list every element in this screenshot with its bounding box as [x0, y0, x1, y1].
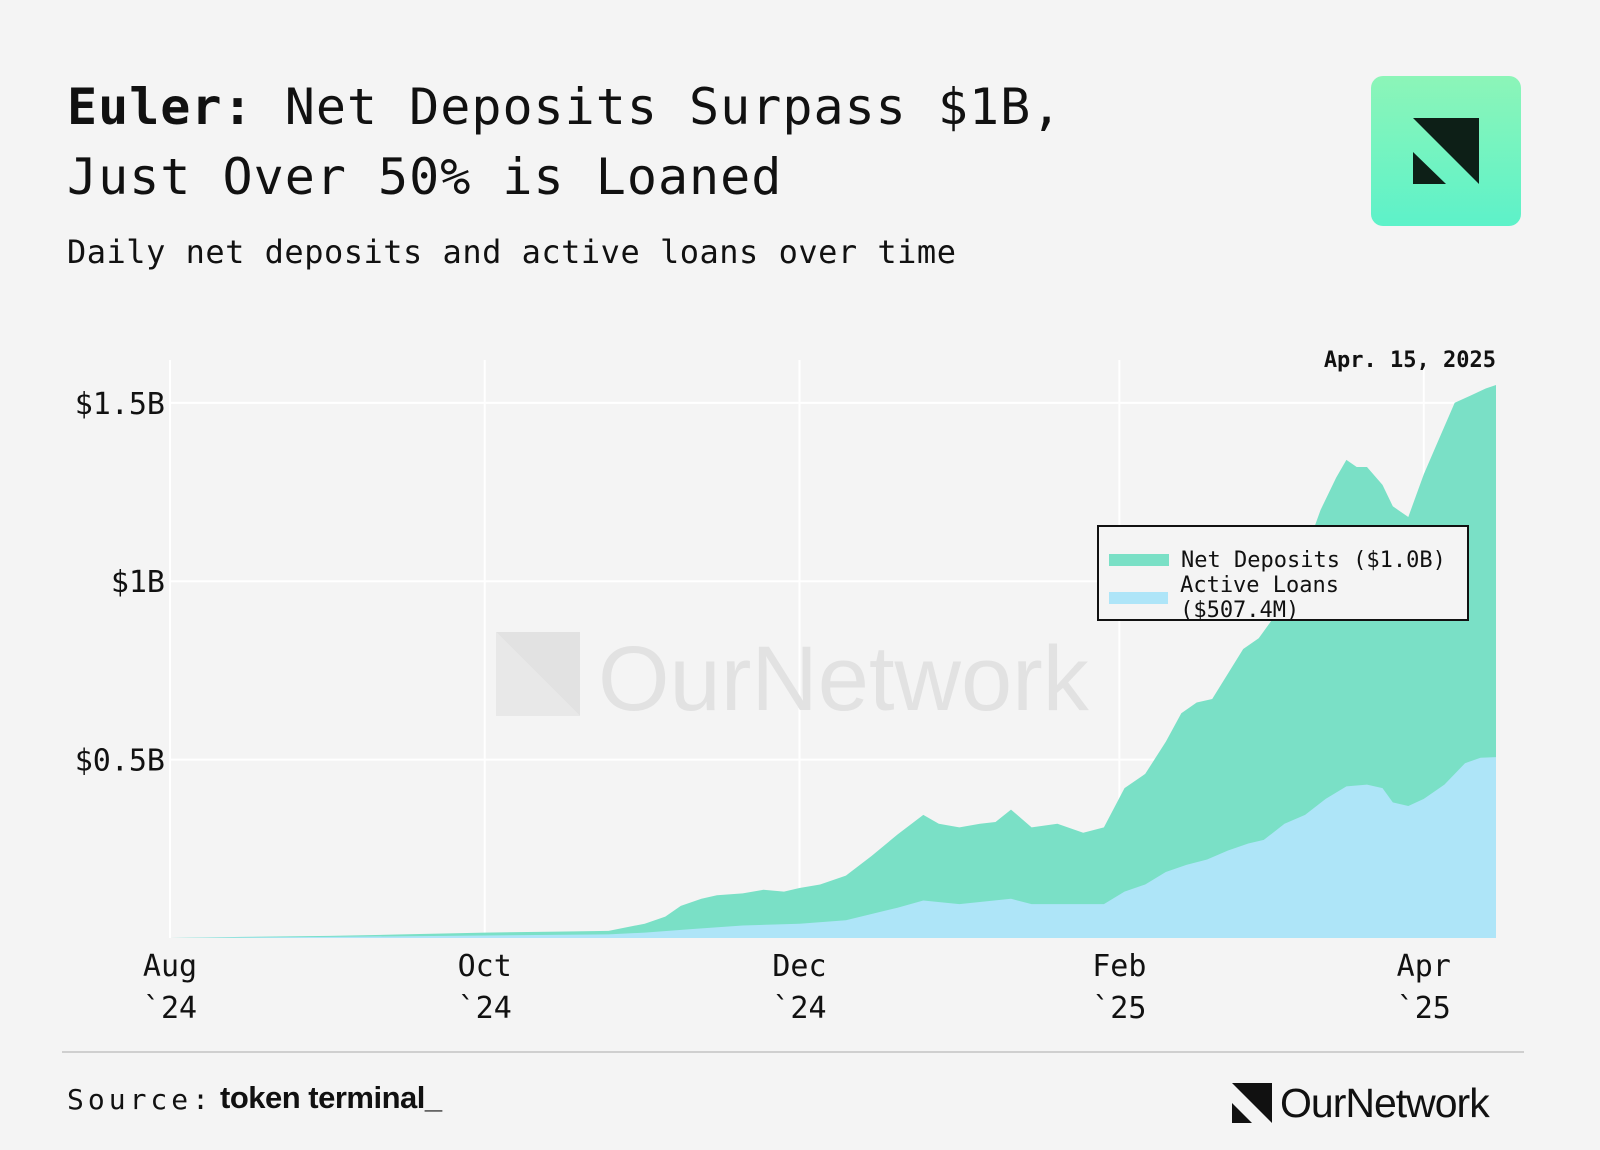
footer-divider: [62, 1051, 1524, 1053]
ournetwork-logo-icon: [1413, 118, 1479, 184]
watermark: OurNetwork: [496, 628, 1090, 730]
y-tick-label: $1.5B: [75, 387, 165, 422]
area-chart: OurNetwork $0.5B $1B $1.5B Aug `24 Oct `24 Dec `…: [75, 348, 1496, 1026]
ournetwork-footer-icon: [1232, 1083, 1272, 1123]
legend-label-net-deposits: Net Deposits ($1.0B): [1181, 547, 1446, 573]
watermark-text: OurNetwork: [598, 628, 1090, 730]
y-tick-label: $1B: [111, 565, 165, 600]
chart-title: Euler: Net Deposits Surpass $1B, Just Ov…: [67, 72, 1307, 212]
x-tick-sublabel: `25: [1397, 991, 1451, 1026]
title-brand: Euler:: [67, 78, 254, 136]
source-label: Source:: [67, 1083, 214, 1116]
chart-subtitle: Daily net deposits and active loans over…: [67, 233, 957, 271]
title-headline: Net Deposits Surpass $1B,: [253, 78, 1063, 136]
x-tick-label: Feb: [1092, 949, 1146, 984]
source-brand: token terminal_: [220, 1080, 442, 1115]
y-tick-label: $0.5B: [75, 744, 165, 779]
series-area-active-loans: [170, 757, 1496, 938]
x-tick-sublabel: `24: [143, 991, 197, 1026]
axes: $0.5B $1B $1.5B Aug `24 Oct `24 Dec `24 Feb `25 Apr…: [75, 387, 1451, 1026]
chart-annotation: Apr. 15, 2025: [1324, 348, 1496, 373]
legend-swatch-active-loans: [1109, 592, 1169, 604]
x-tick-sublabel: `24: [772, 991, 826, 1026]
legend-item-net-deposits: Net Deposits ($1.0B): [1109, 545, 1446, 575]
footer-brand: OurNetwork: [1232, 1079, 1490, 1126]
x-tick-sublabel: `24: [458, 991, 512, 1026]
legend: Net Deposits ($1.0B) Active Loans ($507.…: [1097, 525, 1469, 623]
logo-badge: [1371, 76, 1521, 226]
x-tick-label: Dec: [772, 949, 826, 984]
series-area-net-deposits: [170, 385, 1496, 938]
legend-label-active-loans: Active Loans ($507.4M): [1180, 573, 1340, 623]
x-tick-label: Apr: [1397, 949, 1451, 984]
legend-swatch-net-deposits: [1109, 554, 1169, 566]
x-tick-label: Aug: [143, 949, 197, 984]
title-headline-line2: Just Over 50% is Loaned: [67, 148, 783, 206]
x-tick-label: Oct: [458, 949, 512, 984]
x-tick-sublabel: `25: [1092, 991, 1146, 1026]
series: [170, 385, 1496, 938]
footer-brand-name: OurNetwork: [1280, 1079, 1490, 1126]
legend-item-active-loans: Active Loans ($507.4M): [1109, 573, 1467, 623]
